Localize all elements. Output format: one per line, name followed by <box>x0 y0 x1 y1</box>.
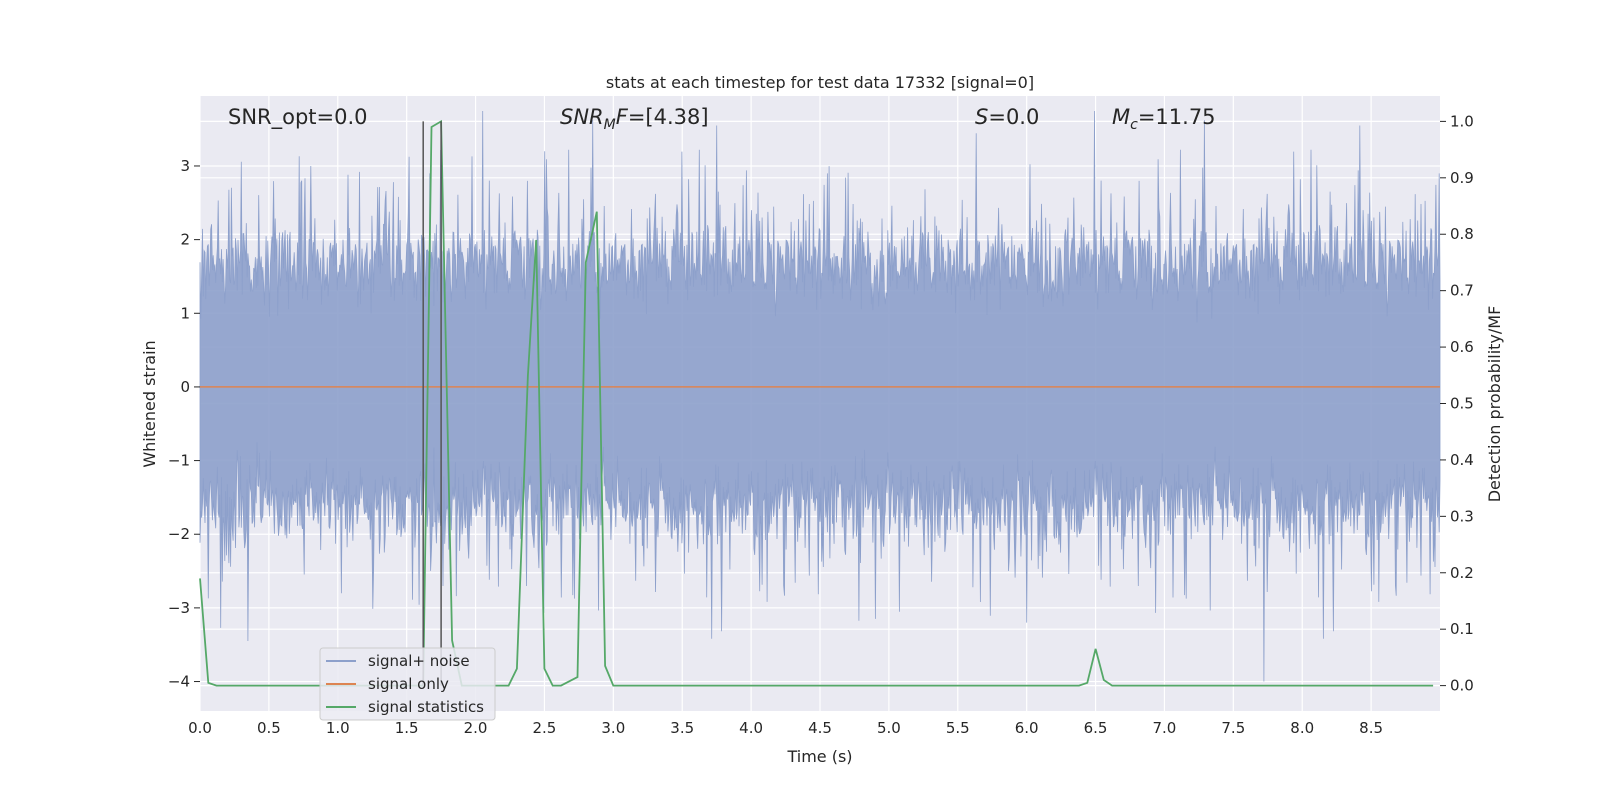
y2-tick-label: 0.6 <box>1450 338 1474 356</box>
ticks: 0.0 0.5 1.0 1.5 2.0 2.5 3.0 3.5 4.0 4.5 5.0 5.5 6.0 6… <box>168 112 1474 737</box>
x-tick-label: 6.5 <box>1084 719 1108 737</box>
y2-tick-label: 0.0 <box>1450 677 1474 695</box>
y-tick-label: 3 <box>180 157 190 175</box>
legend-label-signal-only: signal only <box>368 675 449 693</box>
y2-tick-label: 0.3 <box>1450 507 1474 525</box>
x-tick-label: 4.0 <box>739 719 763 737</box>
y-tick-label: −3 <box>168 599 190 617</box>
x-tick-label: 3.5 <box>670 719 694 737</box>
signal-noise-trace <box>199 110 1441 682</box>
y-tick-label: 1 <box>180 304 190 322</box>
legend-box <box>319 647 496 721</box>
series-signal-noise <box>199 110 1441 682</box>
x-tick-label: 2.5 <box>533 719 557 737</box>
legend: signal+ noise signal only signal statist… <box>319 647 496 721</box>
y-axis-label: Whitened strain <box>140 340 159 467</box>
y-tick-label: 2 <box>180 231 190 249</box>
chart-title: stats at each timestep for test data 173… <box>606 73 1034 92</box>
y-tick-label: −4 <box>168 673 190 691</box>
x-axis-label: Time (s) <box>786 747 852 766</box>
y2-axis-label: Detection probability/MF <box>1485 306 1504 503</box>
x-tick-label: 3.0 <box>601 719 625 737</box>
x-tick-label: 8.0 <box>1290 719 1314 737</box>
vertical-markers <box>422 121 442 686</box>
x-tick-label: 8.5 <box>1359 719 1383 737</box>
y2-tick-label: 0.2 <box>1450 564 1474 582</box>
y2-tick-label: 0.5 <box>1450 395 1474 413</box>
y-tick-label: 0 <box>180 378 190 396</box>
y2-tick-label: 0.4 <box>1450 451 1474 469</box>
annotation-snr-opt: SNR_opt=0.0 <box>228 105 368 130</box>
y2-tick-label: 0.7 <box>1450 282 1474 300</box>
y2-tick-label: 0.8 <box>1450 225 1474 243</box>
legend-label-signal-statistics: signal statistics <box>368 698 484 716</box>
x-tick-label: 0.0 <box>188 719 212 737</box>
annotation-s: S=0.0 <box>975 105 1039 129</box>
x-tick-label: 2.0 <box>464 719 488 737</box>
annotation-snr-mf: SNRMF=[4.38] <box>560 105 709 133</box>
x-tick-label: 7.5 <box>1221 719 1245 737</box>
x-tick-label: 1.5 <box>395 719 419 737</box>
legend-label-signal-noise: signal+ noise <box>368 652 470 670</box>
x-tick-label: 0.5 <box>257 719 281 737</box>
y-tick-label: −2 <box>168 525 190 543</box>
annotation-mc: Mc=11.75 <box>1112 105 1216 133</box>
y2-tick-label: 1.0 <box>1450 112 1474 130</box>
x-tick-label: 4.5 <box>808 719 832 737</box>
y-tick-label: −1 <box>168 452 190 470</box>
x-tick-label: 6.0 <box>1015 719 1039 737</box>
y2-tick-label: 0.1 <box>1450 620 1474 638</box>
x-tick-label: 7.0 <box>1153 719 1177 737</box>
x-tick-label: 5.0 <box>877 719 901 737</box>
x-tick-label: 1.0 <box>326 719 350 737</box>
x-tick-label: 5.5 <box>946 719 970 737</box>
y2-tick-label: 0.9 <box>1450 169 1474 187</box>
